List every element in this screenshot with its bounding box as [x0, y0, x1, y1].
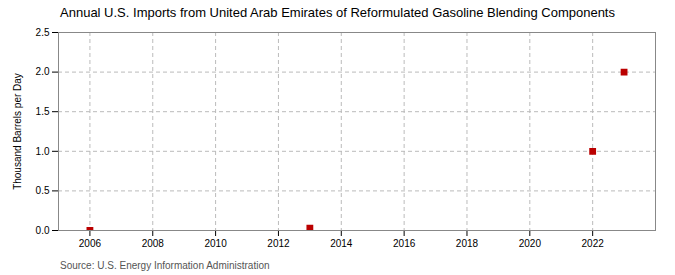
html-text:Annual U.S. Imports from Unite: Annual U.S. Imports from United Arab Emi…	[60, 5, 615, 20]
svg-text:2016: 2016	[393, 238, 416, 249]
svg-text:2012: 2012	[267, 238, 290, 249]
svg-text:2.5: 2.5	[36, 27, 50, 38]
svg-text:1.0: 1.0	[36, 146, 50, 157]
svg-text:2010: 2010	[204, 238, 227, 249]
svg-text:2.0: 2.0	[36, 66, 50, 77]
svg-text:2014: 2014	[330, 238, 353, 249]
svg-text:2020: 2020	[519, 238, 542, 249]
svg-text:2018: 2018	[456, 238, 479, 249]
svg-text:0.5: 0.5	[36, 185, 50, 196]
svg-text:2008: 2008	[142, 238, 165, 249]
html-text:Source: U.S. Energy Informatio: Source: U.S. Energy Information Administ…	[60, 260, 270, 271]
svg-text:Thousand Barrels per Day: Thousand Barrels per Day	[12, 73, 23, 190]
svg-text:2006: 2006	[79, 238, 102, 249]
svg-text:0.0: 0.0	[36, 225, 50, 236]
svg-text:2022: 2022	[582, 238, 605, 249]
svg-text:1.5: 1.5	[36, 106, 50, 117]
